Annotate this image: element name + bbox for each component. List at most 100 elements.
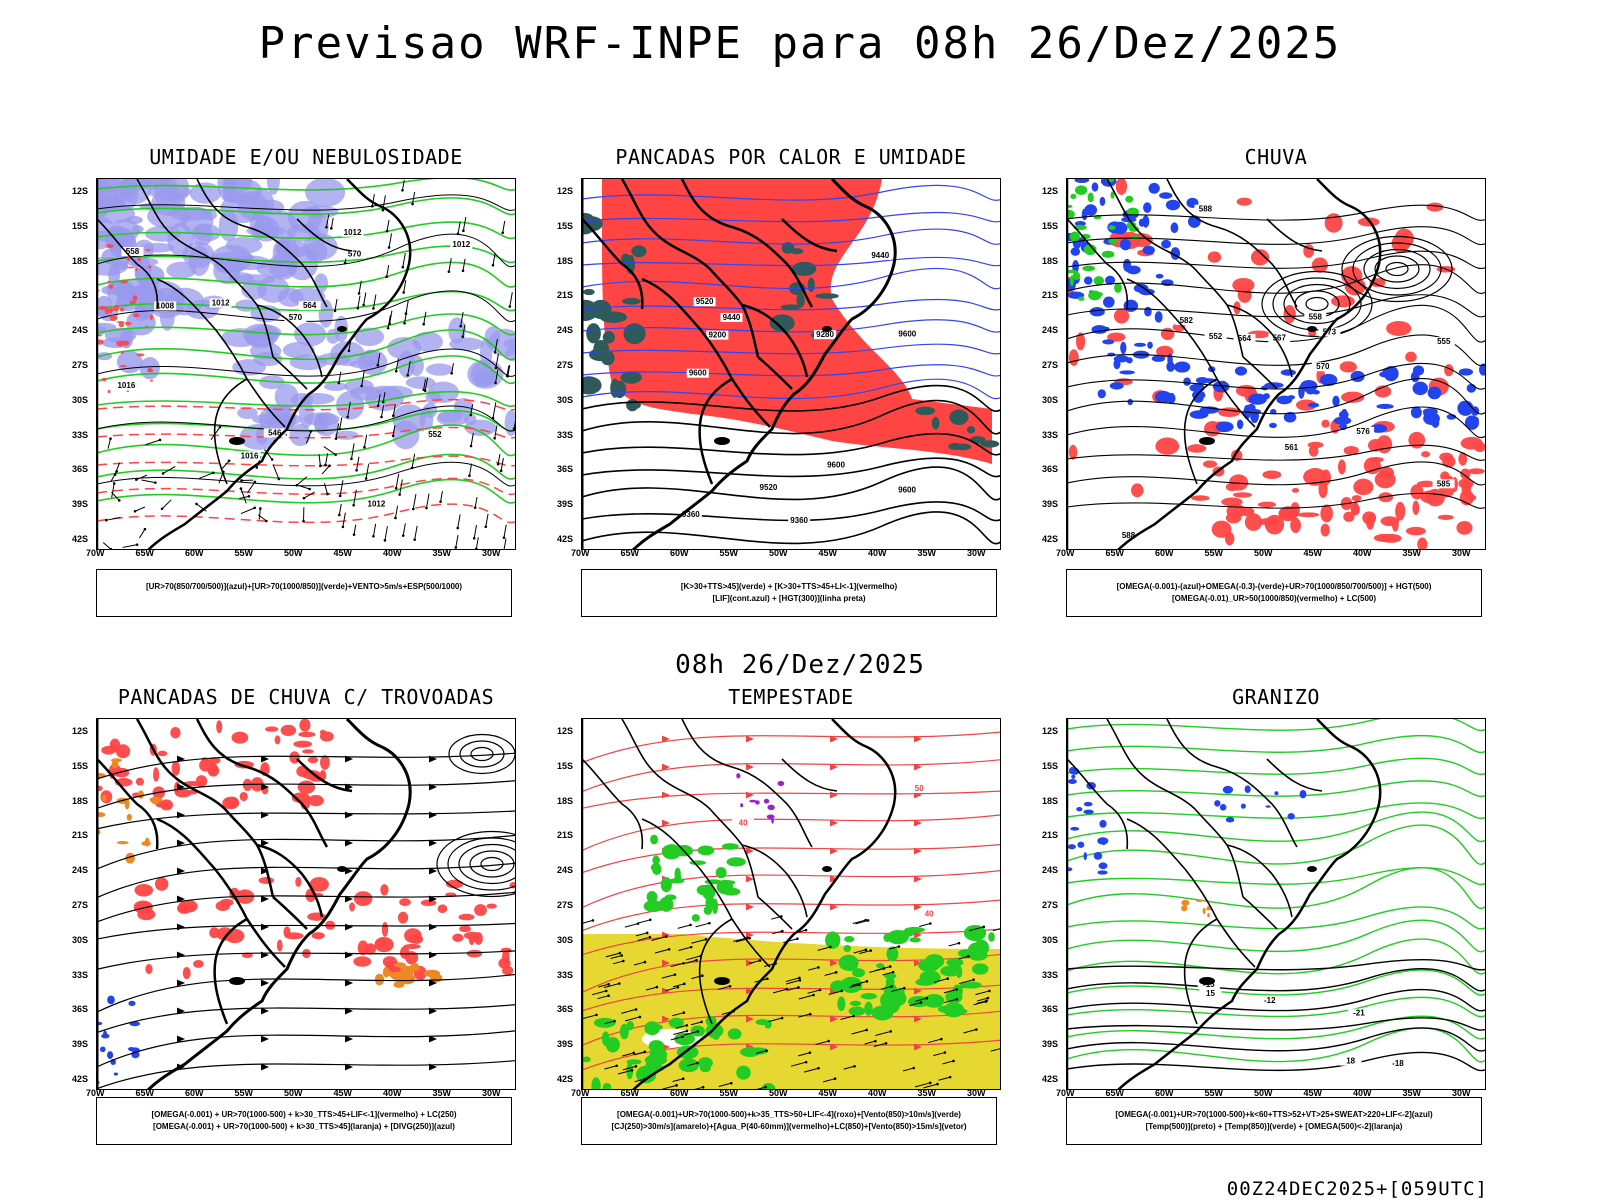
panel-legend: [UR>70(850/700/500)](azul)+[UR>70(1000/8… [96,569,512,617]
legend-line: [OMEGA(-0.001)+UR>70(1000-500)+k>35_TTS>… [617,1110,961,1119]
isoline-label: -12 [1264,996,1276,1005]
latitude-tick: 39S [72,499,89,510]
latitude-tick: 36S [72,464,89,475]
longitude-tick: 70W [86,1088,105,1098]
longitude-tick: 50W [284,548,303,558]
model-run-label: 00Z24DEC2025+[059UTC] [1226,1178,1488,1200]
isoline-label: 9520 [760,483,778,492]
isoline-label: 552 [1209,332,1223,341]
isoline-label: 40 [739,819,748,828]
longitude-tick: 60W [185,548,204,558]
latitude-tick: 21S [72,290,89,301]
longitude-tick: 30W [967,548,986,558]
legend-line: [K>30+TTS>45](verde) + [K>30+TTS>45+LI<-… [680,582,898,591]
forecast-map: 1012 1016 1016 570 1012 1012 1008 570 564 558 552 5… [96,178,516,550]
isoline-label: 546 [268,428,282,437]
isoline-label: 1016 [241,451,259,460]
latitude-tick: 15S [1042,760,1059,771]
isoline-label: 1012 [344,228,362,237]
latitude-tick: 21S [72,830,89,841]
latitude-tick: 27S [72,360,89,370]
isoline-label: 9600 [898,329,916,338]
isoline-label: 1012 [212,298,230,307]
legend-line: [OMEGA(-0.001)+UR>70(1000-500)+k<60+TTS>… [1115,1110,1433,1119]
isoline-label: 588 [1199,205,1213,214]
longitude-tick: 50W [769,1088,788,1098]
longitude-tick: 50W [1254,548,1273,558]
map-layers: 9600 9600 9600 9520 9600 9520 9440 9440 9360 9280… [582,179,1000,549]
isoline-label: 9600 [827,461,845,470]
forecast-map: 40 50 40 [581,718,1001,1090]
legend-line: [OMEGA(-0.001) + UR>70(1000-500) + k>30_… [153,1122,455,1131]
longitude-tick: 40W [1353,548,1372,558]
isoline-label: 9360 [682,510,700,519]
latitude-tick: 27S [557,900,574,910]
isoline-label: 1012 [368,500,386,509]
latitude-tick: 12S [72,186,89,196]
longitude-tick: 55W [719,548,739,558]
isoline-label: 555 [1437,337,1451,346]
isoline-label: 570 [289,313,303,322]
isoline-label: 1008 [156,301,174,310]
longitude-tick: 45W [333,548,353,558]
latitude-tick: 12S [1042,726,1059,736]
isoline-label: 1016 [117,381,135,390]
latitude-tick: 30S [557,934,574,945]
longitude-tick: 65W [135,1088,155,1098]
latitude-tick: 39S [1042,1039,1059,1050]
longitude-tick: 65W [620,1088,640,1098]
longitude-tick: 35W [432,548,452,558]
longitude-tick: 65W [1105,1088,1125,1098]
longitude-tick: 70W [1056,1088,1075,1098]
latitude-tick: 36S [72,1004,89,1015]
isoline-label: 558 [126,247,140,256]
forecast-map [96,718,516,1090]
isoline-label: 9600 [689,369,707,378]
longitude-tick: 30W [1452,548,1471,558]
longitude-tick: 60W [1155,548,1174,558]
latitude-tick: 33S [72,429,89,440]
legend-line: [UR>70(850/700/500)](azul)+[UR>70(1000/8… [145,582,463,591]
latitude-tick: 15S [557,760,574,771]
legend-line: [OMEGA(-0.01)_UR>50(1000/850)(vermelho) … [1171,594,1377,603]
longitude-tick: 40W [868,548,887,558]
isoline-label: -18 [1392,1059,1404,1068]
latitude-tick: 42S [1042,1074,1059,1084]
legend-line: [Temp(500)](preto) + [Temp(850)](verde) … [1145,1122,1403,1131]
latitude-tick: 21S [1042,290,1059,301]
longitude-tick: 30W [967,1088,986,1098]
panel-title: GRANIZO [1232,685,1320,709]
isoline-label: 9360 [790,516,808,525]
isoline-label: 561 [1285,443,1299,452]
map-layers: 1012101610165701012101210085705645585525… [97,179,515,549]
latitude-tick: 27S [557,360,574,370]
latitude-tick: 27S [1042,900,1059,910]
forecast-map: 9600 9600 9600 9520 9600 9520 9440 9440 9360 9280… [581,178,1001,550]
longitude-tick: 50W [769,548,788,558]
latitude-tick: 36S [557,464,574,475]
longitude-tick: 45W [333,1088,353,1098]
isoline-label: 585 [1437,479,1451,488]
longitude-tick: 65W [620,548,640,558]
isoline-label: 576 [1356,427,1370,436]
longitude-tick: 40W [1353,1088,1372,1098]
latitude-tick: 12S [557,186,574,196]
latitude-tick: 42S [72,534,89,544]
forecast-time-title: 08h 26/Dez/2025 [675,650,925,680]
map-layers [97,719,515,1089]
longitude-tick: 35W [1402,1088,1422,1098]
isoline-label: 564 [1238,334,1252,343]
latitude-tick: 42S [1042,534,1059,544]
latitude-tick: 36S [1042,1004,1059,1015]
latitude-tick: 24S [1042,865,1059,876]
panel-legend: [OMEGA(-0.001) + UR>70(1000-500) + k>30_… [96,1097,512,1145]
longitude-tick: 55W [234,1088,254,1098]
map-layers: 588 585 588 582 576 573 570 567 564 561 558 555 552 [1067,179,1485,549]
latitude-tick: 12S [72,726,89,736]
legend-line: [CJ(250)>30m/s](amarelo)+[Agua_P(40-60mm… [611,1122,967,1131]
longitude-tick: 45W [1303,1088,1323,1098]
isoline-label: 9440 [871,251,889,260]
legend-line: [OMEGA(-0.001)-(azul)+OMEGA(-0.3)-(verde… [1116,582,1432,591]
isoline-label: 582 [1180,316,1194,325]
